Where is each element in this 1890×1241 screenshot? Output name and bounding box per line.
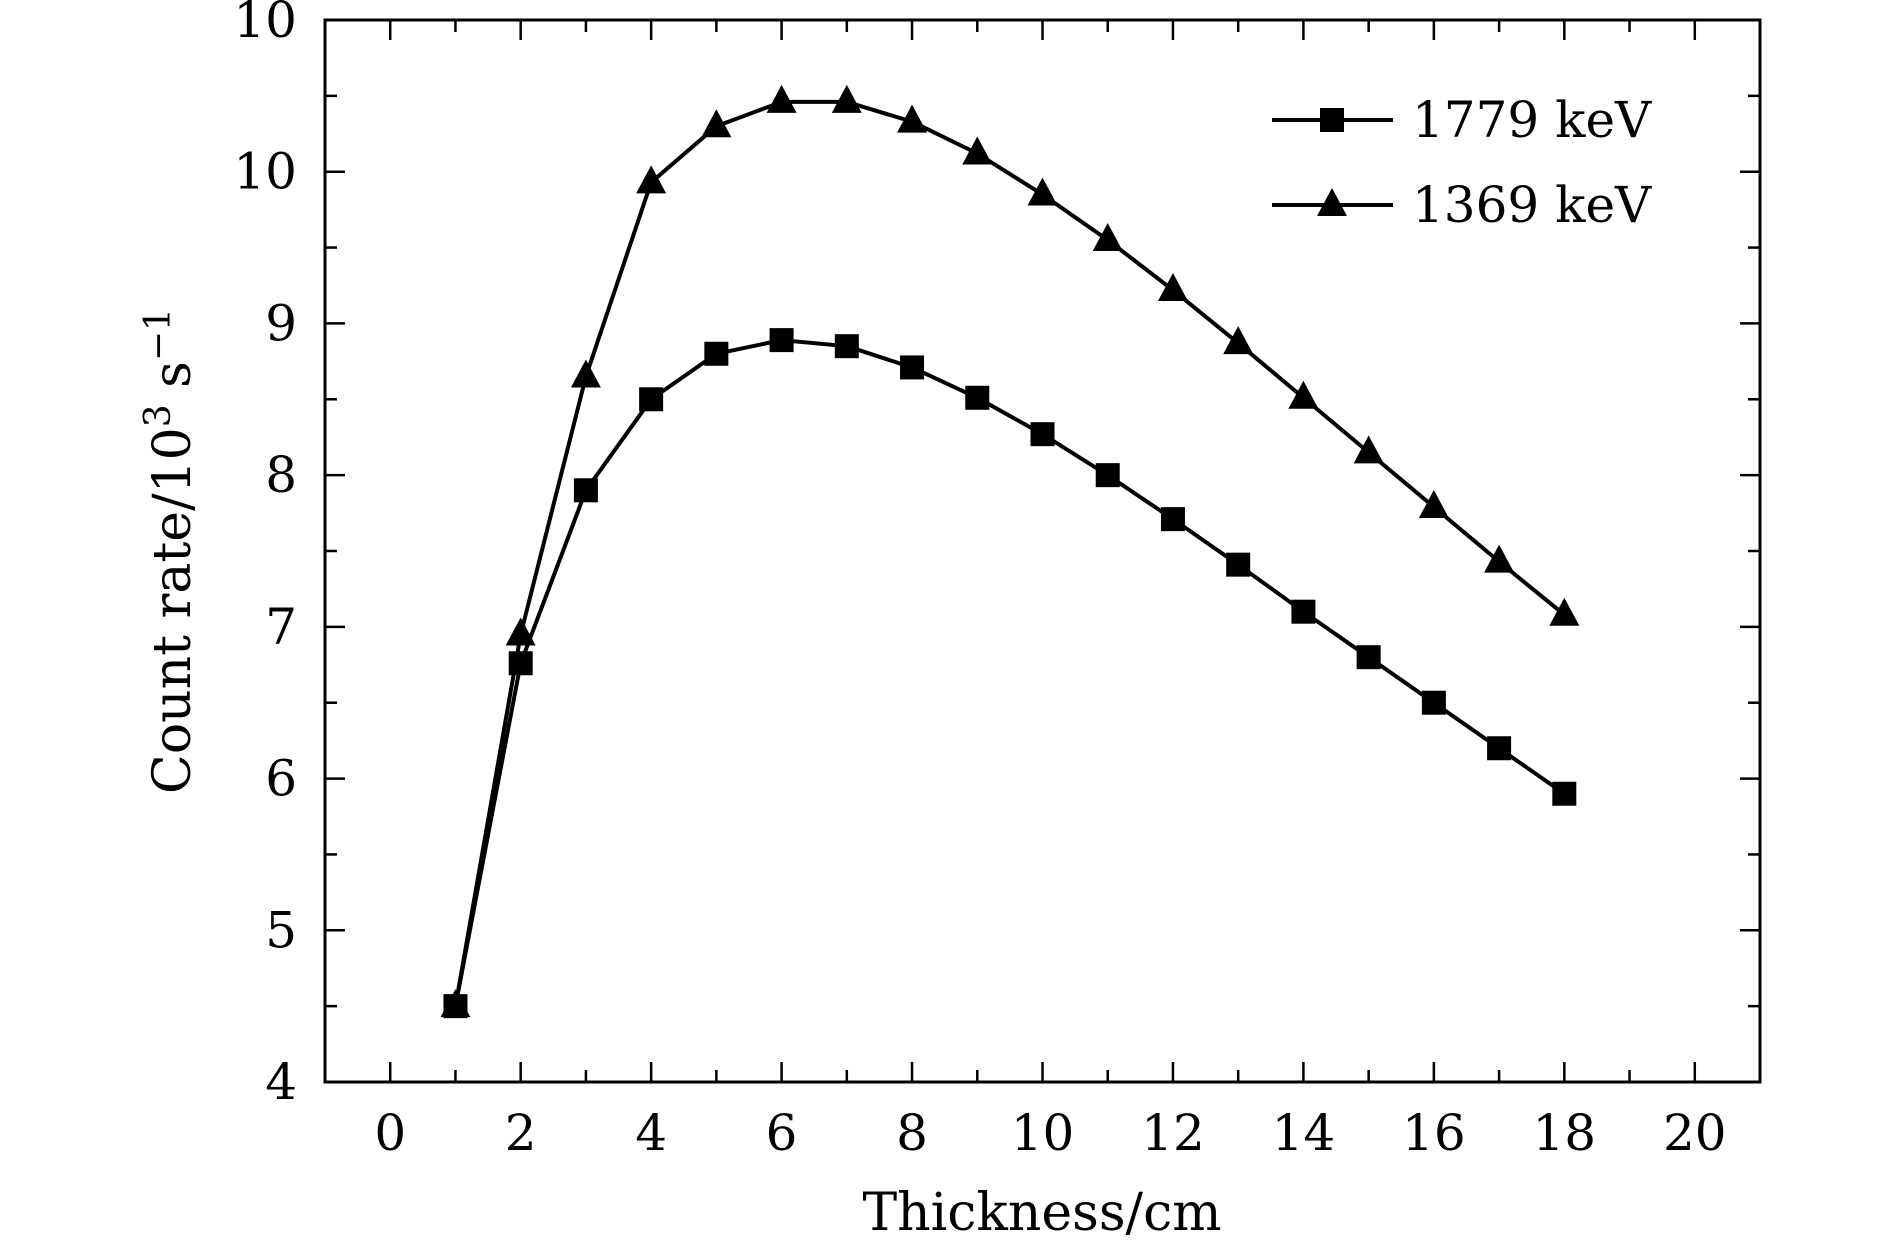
- y-tick-label: 8: [265, 446, 297, 504]
- data-point-triangle: [766, 84, 797, 113]
- data-point-square: [1356, 645, 1381, 670]
- y-axis-title-exponent: 3: [138, 404, 179, 427]
- y-tick-label: 9: [265, 294, 297, 352]
- x-axis-title: Thickness/cm: [862, 1183, 1221, 1241]
- y-axis-title-unit-exponent: −1: [138, 308, 179, 361]
- data-point-square: [1160, 507, 1185, 532]
- data-point-square: [1487, 736, 1512, 761]
- data-point-triangle: [1157, 273, 1188, 302]
- x-tick-label: 10: [1011, 1104, 1075, 1162]
- legend-item-1779-kev: 1779 keV: [1272, 91, 1652, 149]
- legend-square-marker: [1320, 108, 1344, 132]
- data-point-triangle: [701, 109, 732, 138]
- data-point-square: [1030, 422, 1055, 447]
- y-axis-ticks: 4 5 6 7 8 9 10 10: [233, 0, 1760, 1111]
- data-point-square: [1226, 552, 1251, 577]
- data-point-triangle: [831, 84, 862, 113]
- data-point-square: [834, 334, 859, 359]
- y-tick-label: 6: [265, 750, 297, 808]
- x-tick-label: 18: [1533, 1104, 1597, 1162]
- y-tick-label: 10: [233, 0, 297, 49]
- data-point-square: [1421, 690, 1446, 715]
- data-point-triangle: [505, 617, 536, 646]
- series-line-2: [453, 99, 1566, 1007]
- data-point-square: [1291, 599, 1316, 624]
- data-point-triangle: [1288, 380, 1319, 409]
- data-point-triangle: [1484, 544, 1515, 573]
- data-point-triangle: [897, 104, 928, 133]
- data-point-triangle: [1549, 597, 1580, 626]
- x-tick-label: 4: [635, 1104, 667, 1162]
- y-tick-label: 5: [265, 901, 297, 959]
- x-tick-label: 14: [1272, 1104, 1336, 1162]
- y-tick-label: 10: [233, 143, 297, 201]
- legend-item-1369-kev: 1369 keV: [1272, 176, 1652, 234]
- legend-triangle-marker: [1317, 188, 1347, 216]
- series-line-1: [453, 338, 1566, 1007]
- data-point-triangle: [1092, 222, 1123, 251]
- data-point-triangle: [1223, 326, 1254, 355]
- x-tick-label: 6: [766, 1104, 798, 1162]
- data-point-triangle: [962, 136, 993, 165]
- data-point-square: [1095, 463, 1120, 488]
- data-point-square: [1552, 781, 1577, 806]
- x-tick-label: 8: [896, 1104, 928, 1162]
- x-axis-ticks: 0 2 4 6 8 10 12 14 16 18 20: [323, 20, 1762, 1162]
- data-point-triangle: [1418, 490, 1449, 519]
- data-point-square: [573, 478, 598, 503]
- x-tick-label: 12: [1141, 1104, 1205, 1162]
- y-axis-title-base: Count rate/10: [143, 427, 203, 794]
- data-point-triangle: [570, 359, 601, 388]
- data-point-square: [900, 355, 925, 380]
- data-point-square: [639, 387, 664, 412]
- x-tick-label: 0: [374, 1104, 406, 1162]
- x-tick-label: 20: [1663, 1104, 1727, 1162]
- series-layer: [440, 84, 1580, 1019]
- x-tick-label: 16: [1402, 1104, 1466, 1162]
- legend-label-1779-kev: 1779 keV: [1412, 91, 1652, 149]
- y-tick-label: 4: [265, 1053, 297, 1111]
- y-axis-title-unit: s: [143, 361, 203, 404]
- data-point-triangle: [1027, 177, 1058, 206]
- data-point-triangle: [636, 165, 667, 194]
- data-point-triangle: [1353, 435, 1384, 464]
- data-point-square: [769, 328, 794, 353]
- data-point-square: [965, 385, 990, 410]
- y-axis-title: Count rate/103 s−1: [138, 308, 203, 794]
- data-point-square: [508, 651, 533, 676]
- legend-label-1369-kev: 1369 keV: [1412, 176, 1652, 234]
- legend: 1779 keV 1369 keV: [1272, 91, 1652, 234]
- y-tick-label: 7: [265, 598, 297, 656]
- data-point-square: [704, 341, 729, 366]
- x-tick-label: 2: [505, 1104, 537, 1162]
- data-point-triangle: [440, 989, 471, 1018]
